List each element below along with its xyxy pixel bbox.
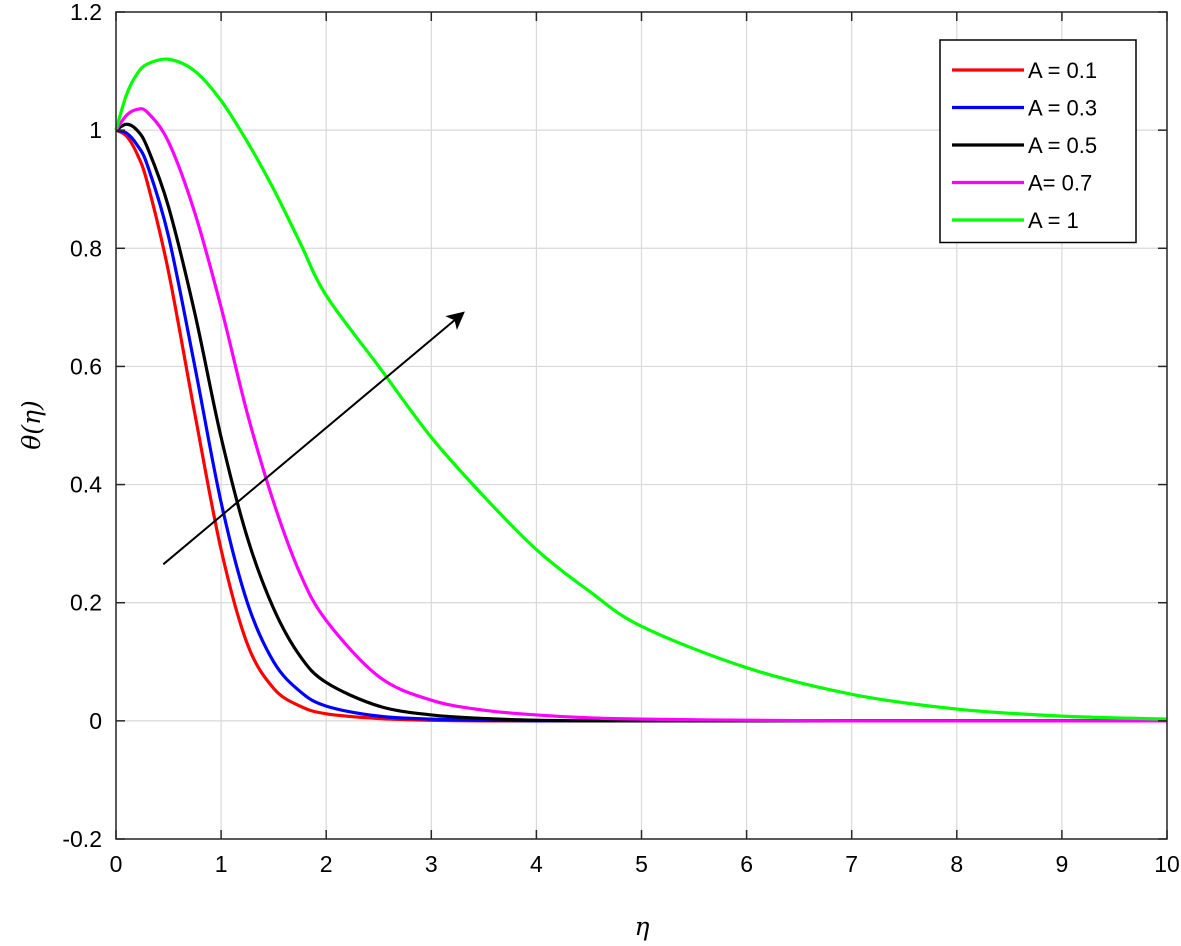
- x-tick-label: 0: [110, 851, 123, 877]
- x-tick-label: 7: [845, 851, 858, 877]
- x-tick-label: 3: [425, 851, 438, 877]
- y-tick-label: -0.2: [62, 826, 102, 852]
- y-tick-label: 1.2: [70, 0, 102, 25]
- series-line-4: [114, 107, 1167, 723]
- legend: A = 0.1 A = 0.3 A = 0.5 A= 0.7 A = 1: [939, 39, 1137, 244]
- y-tick-label: 0.6: [70, 353, 102, 379]
- y-tick-label: 0.2: [70, 590, 102, 616]
- y-tick-label: 0.4: [70, 472, 102, 498]
- trend-arrow: [162, 311, 465, 566]
- legend-box: [939, 39, 1137, 244]
- y-tick-label: 1: [89, 117, 102, 143]
- annotation-layer: [162, 311, 465, 566]
- x-tick-label: 4: [530, 851, 543, 877]
- legend-entry-label: A= 0.7: [1028, 171, 1092, 196]
- legend-entry-label: A = 0.1: [1028, 58, 1097, 83]
- x-tick-label: 10: [1154, 851, 1180, 877]
- y-axis-label: θ(η): [17, 400, 46, 450]
- legend-entry-label: A = 0.3: [1028, 96, 1097, 121]
- axis-ticks: 0 1 2 3 4 5 6 7 8 9 10 -0.2 0 0.2 0.4 0.6 0.8 1 1.2: [62, 0, 1179, 877]
- series-line-5: [114, 57, 1168, 721]
- x-axis-label: η: [635, 912, 650, 941]
- series-layer: [114, 57, 1168, 723]
- y-tick-label: 0: [89, 708, 102, 734]
- x-tick-label: 1: [215, 851, 228, 877]
- y-tick-label: 0.8: [70, 235, 102, 261]
- x-tick-label: 2: [320, 851, 333, 877]
- legend-entry-label: A = 1: [1028, 208, 1079, 233]
- x-tick-label: 8: [950, 851, 963, 877]
- x-tick-label: 6: [740, 851, 753, 877]
- legend-entry-label: A = 0.5: [1028, 133, 1097, 158]
- x-tick-label: 9: [1056, 851, 1069, 877]
- x-tick-label: 5: [635, 851, 648, 877]
